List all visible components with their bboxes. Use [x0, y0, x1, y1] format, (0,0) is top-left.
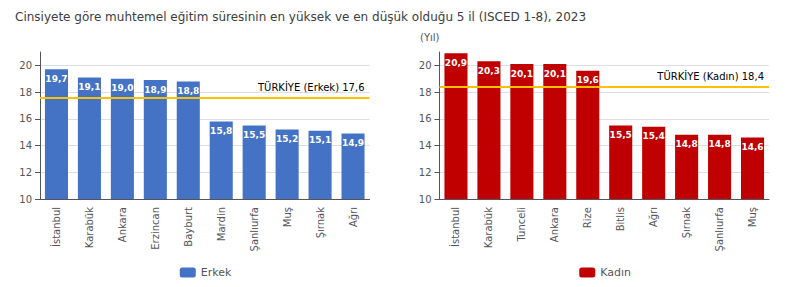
- svg-text:Şanlıurfa: Şanlıurfa: [714, 207, 725, 251]
- svg-text:Muş: Muş: [747, 207, 758, 227]
- svg-text:Mardin: Mardin: [216, 207, 227, 241]
- svg-text:Kadın: Kadın: [600, 266, 631, 279]
- svg-text:20: 20: [19, 60, 32, 71]
- svg-text:Ağrı: Ağrı: [648, 207, 659, 227]
- svg-text:Bayburt: Bayburt: [183, 207, 194, 247]
- svg-text:Erkek: Erkek: [201, 266, 232, 279]
- svg-text:Karabük: Karabük: [84, 207, 95, 248]
- svg-text:16: 16: [19, 113, 32, 124]
- svg-text:18,8: 18,8: [177, 86, 199, 96]
- svg-text:Karabük: Karabük: [483, 207, 494, 248]
- svg-text:Erzincan: Erzincan: [150, 207, 161, 250]
- svg-text:19,7: 19,7: [45, 74, 67, 84]
- svg-text:TÜRKİYE (Erkek) 17,6: TÜRKİYE (Erkek) 17,6: [257, 81, 365, 93]
- svg-text:Şırnak: Şırnak: [681, 207, 692, 239]
- svg-text:15,5: 15,5: [243, 130, 265, 140]
- svg-text:Ağrı: Ağrı: [348, 207, 359, 227]
- svg-text:19,0: 19,0: [111, 83, 133, 93]
- svg-text:16: 16: [419, 113, 432, 124]
- svg-text:10: 10: [419, 194, 432, 205]
- svg-text:19,6: 19,6: [577, 75, 599, 85]
- svg-text:10: 10: [19, 194, 32, 205]
- svg-text:15,1: 15,1: [309, 135, 331, 145]
- svg-text:14,9: 14,9: [342, 138, 364, 148]
- svg-text:18: 18: [19, 87, 32, 98]
- svg-text:İstanbul: İstanbul: [50, 207, 62, 247]
- svg-text:Şanlıurfa: Şanlıurfa: [249, 207, 260, 251]
- svg-text:Muş: Muş: [282, 207, 293, 227]
- svg-text:14: 14: [419, 140, 432, 151]
- svg-text:İstanbul: İstanbul: [449, 207, 461, 247]
- svg-text:Bitlis: Bitlis: [615, 207, 626, 231]
- svg-text:20,9: 20,9: [445, 58, 467, 68]
- svg-text:14,8: 14,8: [708, 139, 730, 149]
- svg-text:15,2: 15,2: [276, 134, 298, 144]
- svg-text:12: 12: [419, 167, 432, 178]
- svg-text:14,8: 14,8: [676, 139, 698, 149]
- svg-text:14: 14: [19, 140, 32, 151]
- svg-text:Ankara: Ankara: [117, 207, 128, 242]
- svg-text:20: 20: [419, 60, 432, 71]
- svg-text:15,5: 15,5: [610, 130, 632, 140]
- svg-text:15,4: 15,4: [643, 131, 665, 141]
- svg-text:20,1: 20,1: [511, 69, 533, 79]
- svg-text:Şırnak: Şırnak: [315, 207, 326, 239]
- svg-text:Ankara: Ankara: [549, 207, 560, 242]
- svg-text:20,3: 20,3: [478, 66, 500, 76]
- svg-text:(Yıl): (Yıl): [420, 32, 440, 43]
- svg-text:12: 12: [19, 167, 32, 178]
- svg-text:14,6: 14,6: [741, 142, 763, 152]
- svg-text:Rize: Rize: [582, 207, 593, 228]
- svg-text:Cinsiyete göre muhtemel eğitim: Cinsiyete göre muhtemel eğitim süresinin…: [15, 10, 586, 24]
- svg-text:15,8: 15,8: [210, 126, 232, 136]
- svg-text:TÜRKİYE (Kadın) 18,4: TÜRKİYE (Kadın) 18,4: [656, 70, 764, 82]
- svg-text:18: 18: [419, 87, 432, 98]
- svg-text:20,1: 20,1: [544, 69, 566, 79]
- svg-text:Tunceli: Tunceli: [516, 207, 527, 242]
- svg-text:18,9: 18,9: [144, 85, 166, 95]
- svg-text:19,1: 19,1: [78, 82, 100, 92]
